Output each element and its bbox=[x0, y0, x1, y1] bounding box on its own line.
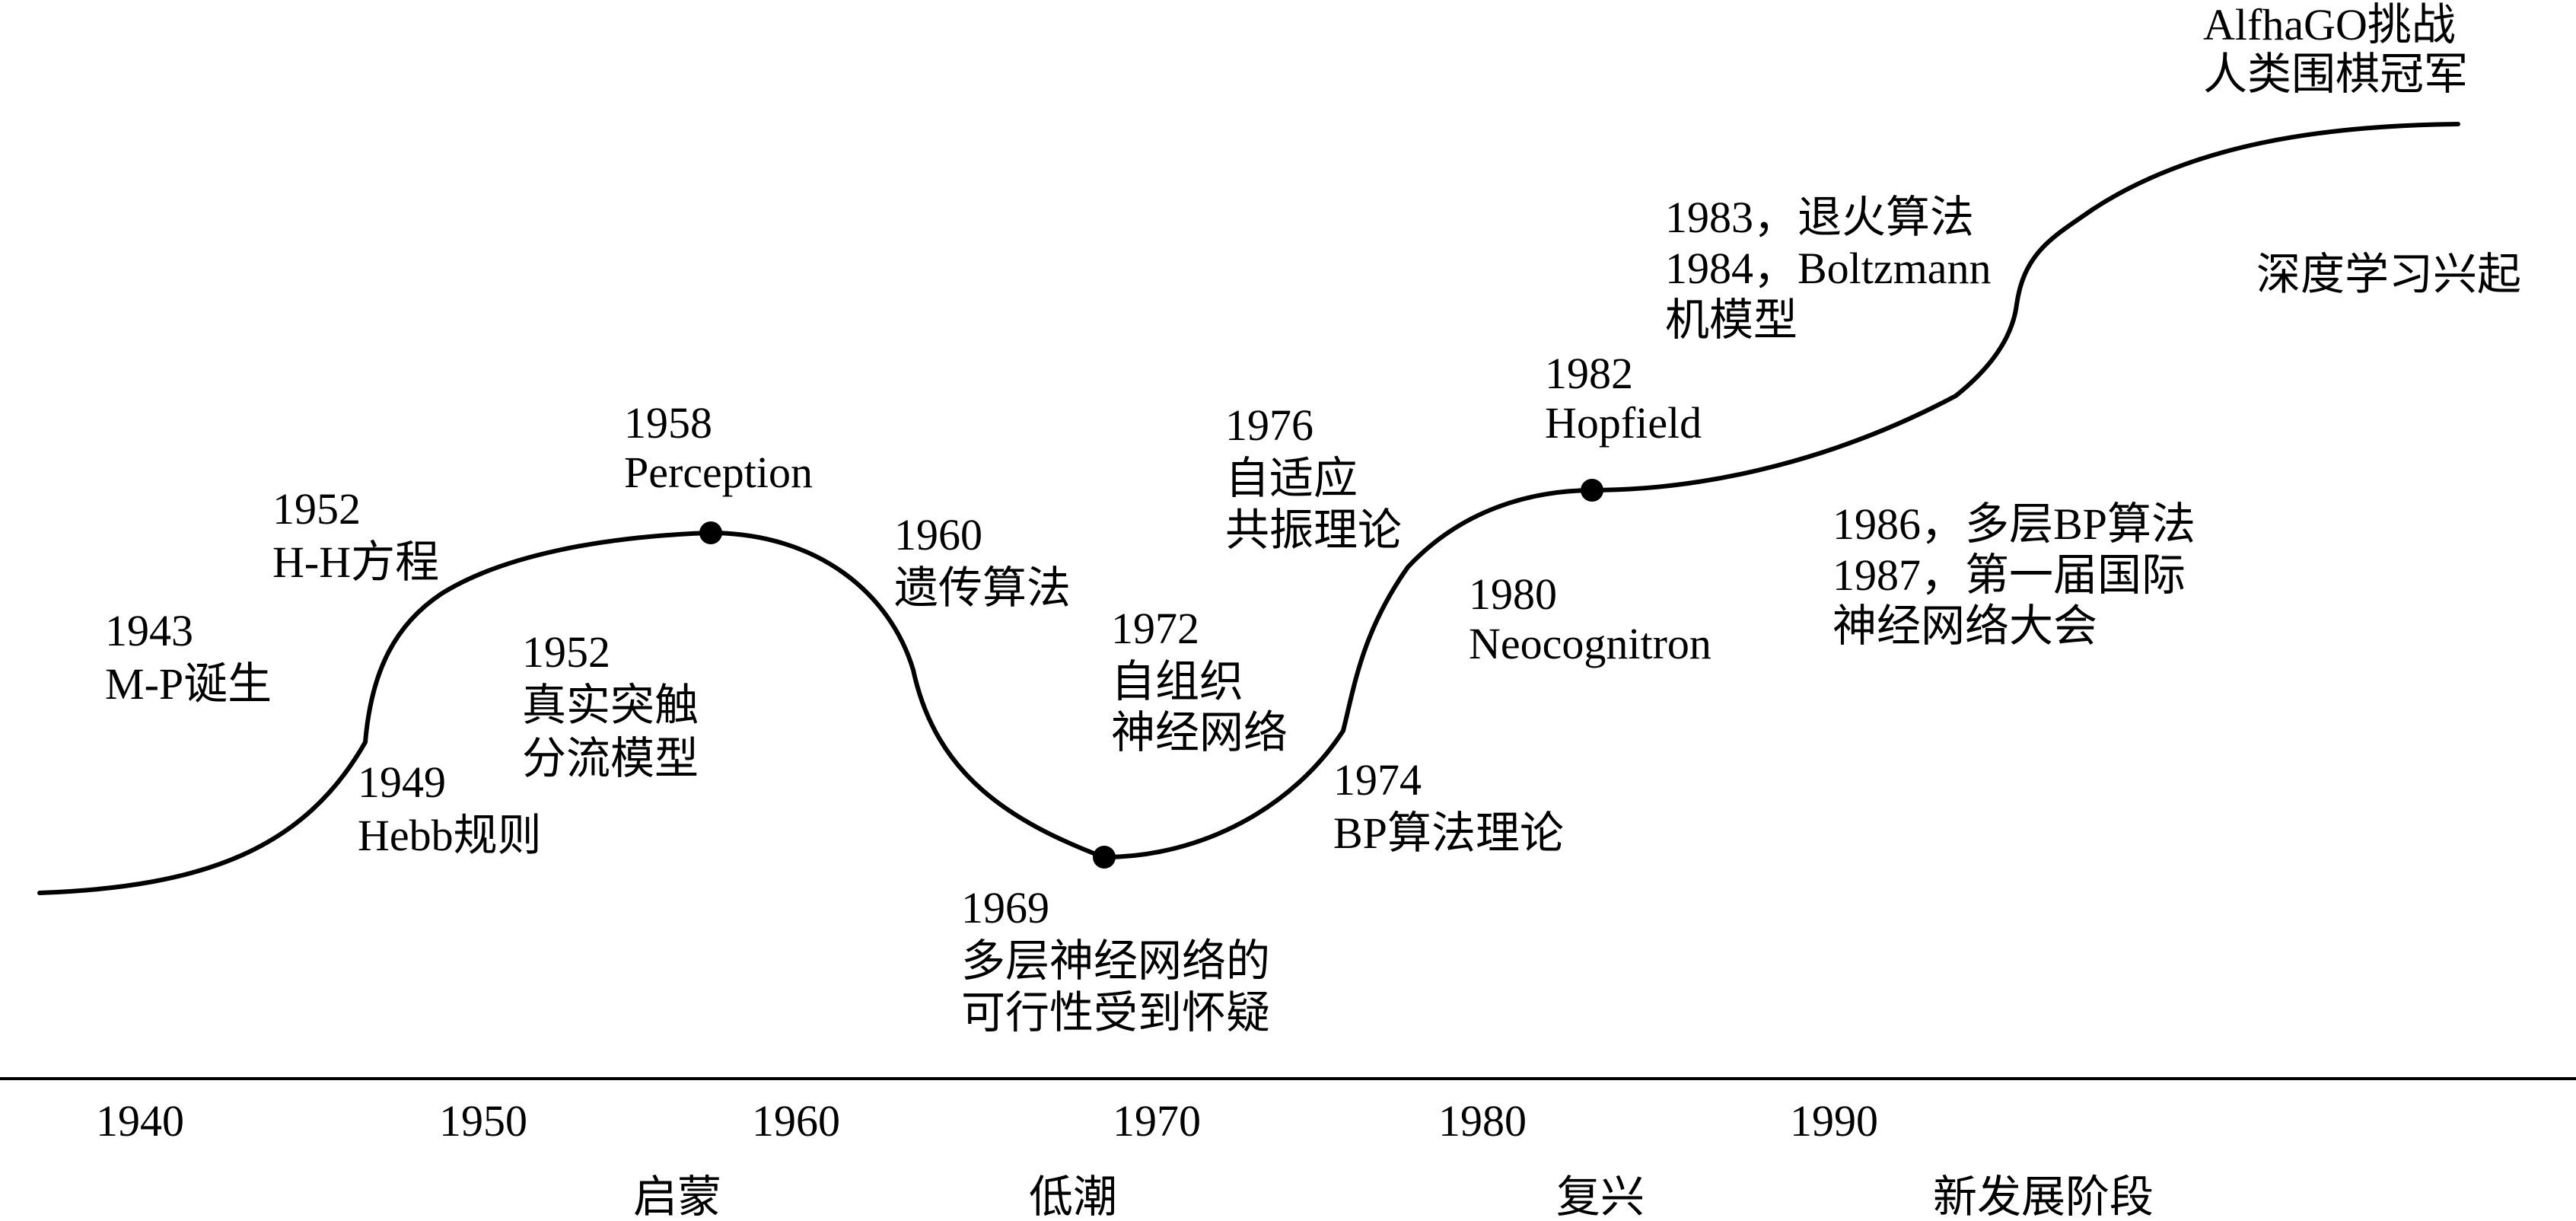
event-1980-desc: Neocognitron bbox=[1469, 619, 1711, 668]
event-1974-year: 1974 bbox=[1333, 755, 1422, 805]
event-1974-desc: BP算法理论 bbox=[1333, 808, 1564, 858]
event-1960-desc: 遗传算法 bbox=[894, 563, 1071, 613]
event-1983-line-1: 1983，退火算法 bbox=[1665, 193, 1974, 242]
stage-new-development: 新发展阶段 bbox=[1933, 1172, 2154, 1221]
event-1943-desc: M-P诞生 bbox=[105, 659, 272, 709]
event-1952-synapse-desc-1: 真实突触 bbox=[522, 681, 699, 730]
event-deep-learning: 深度学习兴起 bbox=[2256, 250, 2521, 299]
axis-year-1950: 1950 bbox=[439, 1096, 527, 1146]
axis-year-1960: 1960 bbox=[752, 1096, 840, 1146]
event-alphago-line-2: 人类围棋冠军 bbox=[2203, 49, 2468, 99]
event-1976-desc-1: 自适应 bbox=[1225, 454, 1358, 503]
axis-year-1940: 1940 bbox=[96, 1096, 184, 1146]
stage-revival: 复兴 bbox=[1556, 1172, 1645, 1221]
event-1986-line-1: 1986，多层BP算法 bbox=[1832, 499, 2195, 549]
milestone-dot-1969 bbox=[1093, 846, 1116, 869]
event-1983-line-2: 1984，Boltzmann bbox=[1665, 244, 1992, 293]
history-curve bbox=[37, 122, 2460, 895]
event-1982-desc: Hopfield bbox=[1545, 398, 1702, 448]
milestone-dot-1958 bbox=[699, 521, 722, 544]
event-1958-desc: Perception bbox=[624, 448, 813, 497]
event-1949-year: 1949 bbox=[358, 757, 446, 807]
axis-year-1980: 1980 bbox=[1438, 1096, 1527, 1146]
stage-enlightenment: 启蒙 bbox=[633, 1172, 721, 1221]
event-1972-desc-1: 自组织 bbox=[1111, 657, 1243, 706]
event-1969-year: 1969 bbox=[961, 883, 1049, 932]
event-1949-desc: Hebb规则 bbox=[358, 811, 542, 860]
event-1982-year: 1982 bbox=[1545, 349, 1633, 398]
event-alphago-line-1: AlfhaGO挑战 bbox=[2203, 0, 2456, 49]
event-1952-synapse-year: 1952 bbox=[522, 627, 610, 677]
event-1952-hh-year: 1952 bbox=[272, 484, 361, 534]
event-1986-line-3: 神经网络大会 bbox=[1832, 601, 2097, 651]
event-1960-year: 1960 bbox=[894, 510, 982, 559]
event-1972-year: 1972 bbox=[1111, 604, 1199, 653]
event-1986-line-2: 1987，第一届国际 bbox=[1832, 550, 2186, 600]
event-1969-desc-1: 多层神经网络的 bbox=[961, 936, 1270, 986]
milestone-dot-1982 bbox=[1581, 479, 1603, 502]
axis-year-1990: 1990 bbox=[1790, 1096, 1878, 1146]
event-1983-line-3: 机模型 bbox=[1665, 295, 1797, 345]
axis-year-1970: 1970 bbox=[1113, 1096, 1201, 1146]
event-1972-desc-2: 神经网络 bbox=[1111, 708, 1288, 757]
event-1952-hh-desc: H-H方程 bbox=[272, 537, 439, 587]
event-1980-year: 1980 bbox=[1469, 569, 1557, 619]
event-1958-year: 1958 bbox=[624, 398, 712, 448]
event-1976-desc-2: 共振理论 bbox=[1225, 505, 1402, 555]
event-1952-synapse-desc-2: 分流模型 bbox=[522, 734, 699, 783]
event-1976-year: 1976 bbox=[1225, 400, 1313, 450]
stage-low-tide: 低潮 bbox=[1029, 1172, 1117, 1221]
event-1969-desc-2: 可行性受到怀疑 bbox=[961, 988, 1270, 1038]
event-1943-year: 1943 bbox=[105, 606, 193, 655]
